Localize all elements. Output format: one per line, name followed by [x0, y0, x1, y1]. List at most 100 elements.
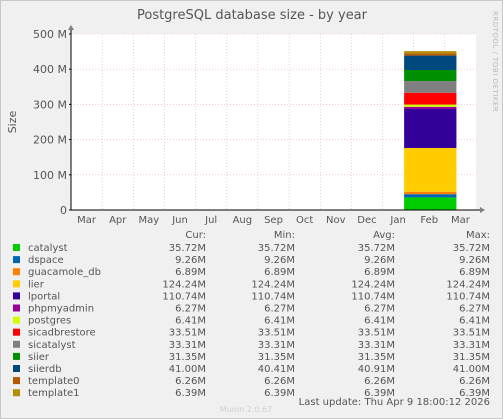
legend-row-postgres: postgres 6.41M 6.41M 6.41M 6.41M	[13, 316, 490, 327]
legend-swatch	[13, 365, 20, 372]
legend-value: 124.24M	[351, 279, 395, 290]
legend-row-sicatalyst: sicatalyst 33.31M 33.31M 33.31M 33.31M	[13, 340, 490, 351]
legend-swatch	[13, 280, 20, 288]
bar-segment-sicatalyst	[404, 81, 457, 93]
legend-value: 6.39M	[459, 388, 490, 399]
legend-swatch	[13, 268, 20, 276]
legend-swatch	[13, 256, 20, 264]
x-tick-label: Mar	[451, 215, 471, 226]
legend-value: 6.89M	[175, 267, 206, 278]
legend-value: 35.72M	[453, 243, 490, 254]
y-tick-label: 100 M	[33, 169, 67, 182]
legend-value: 9.26M	[175, 255, 206, 266]
legend-value: 6.26M	[264, 376, 295, 387]
legend-value: 33.51M	[258, 328, 295, 339]
x-tick-label: Jul	[204, 215, 217, 226]
legend-row-template0: template0 6.26M 6.26M 6.26M 6.26M	[13, 376, 490, 387]
legend-swatch	[13, 377, 20, 385]
legend-value: 124.24M	[446, 279, 490, 290]
legend-row-guacamole_db: guacamole_db 6.89M 6.89M 6.89M 6.89M	[13, 267, 490, 278]
legend-row-siierdb: siierdb 41.00M 40.41M 40.91M 41.00M	[13, 364, 490, 375]
legend-value: 6.39M	[175, 388, 206, 399]
legend-value: 35.72M	[169, 243, 206, 254]
x-tick-labels: Mar Apr May Jun Jul Aug Sep Oct Nov Dec Jan Feb Mar	[77, 215, 471, 226]
legend-value: 9.26M	[264, 255, 295, 266]
legend-column-header: Avg:	[373, 230, 395, 241]
legend-value: 31.35M	[258, 352, 295, 363]
legend-value: 110.74M	[446, 291, 490, 302]
legend-value: 6.41M	[364, 316, 395, 327]
legend-value: 6.41M	[264, 316, 295, 327]
legend-column-header: Max:	[466, 230, 490, 241]
legend-series-name: template0	[28, 376, 80, 387]
legend-series-name: sicadbrestore	[28, 328, 96, 339]
legend-value: 35.72M	[258, 243, 295, 254]
x-tick-label: Jun	[171, 215, 188, 226]
legend-value: 124.24M	[162, 279, 206, 290]
legend-swatch	[13, 389, 20, 397]
legend-swatch	[13, 292, 20, 300]
y-tick-label: 0	[60, 204, 67, 217]
legend-value: 31.35M	[453, 352, 490, 363]
legend-value: 6.89M	[364, 267, 395, 278]
bar-segment-sicadbrestore	[404, 92, 457, 105]
legend-value: 124.24M	[251, 279, 295, 290]
legend-series-name: siier	[28, 352, 50, 363]
legend-value: 9.26M	[459, 255, 490, 266]
bar-segment-dspace	[404, 194, 457, 198]
legend-row-siier: siier 31.35M 31.35M 31.35M 31.35M	[13, 352, 490, 363]
legend-value: 33.31M	[453, 340, 490, 351]
legend-value: 40.91M	[358, 364, 395, 375]
legend-series-name: phpmyadmin	[28, 304, 94, 315]
x-tick-label: Aug	[233, 215, 253, 226]
legend-series-name: template1	[28, 388, 80, 399]
munin-watermark: Munin 2.0.67	[220, 405, 272, 414]
bar-segment-lportal	[404, 109, 457, 149]
legend-value: 41.00M	[453, 364, 490, 375]
legend-series-name: lier	[28, 279, 45, 290]
legend-value: 31.35M	[169, 352, 206, 363]
legend-value: 41.00M	[169, 364, 206, 375]
legend-row-lier: lier 124.24M 124.24M 124.24M 124.24M	[13, 279, 490, 290]
chart-title: PostgreSQL database size - by year	[137, 8, 368, 23]
legend-swatch	[13, 340, 20, 348]
legend-row-phpmyadmin: phpmyadmin 6.27M 6.27M 6.27M 6.27M	[13, 304, 490, 315]
legend-value: 6.27M	[459, 304, 490, 315]
legend-value: 6.26M	[459, 376, 490, 387]
rrdtool-side-label: RRDTOOL / TOBI OETIKER	[491, 11, 499, 112]
legend-value: 31.35M	[358, 352, 395, 363]
x-tick-label: Apr	[109, 215, 127, 226]
legend-value: 6.27M	[175, 304, 206, 315]
legend-value: 6.27M	[364, 304, 395, 315]
x-tick-label: Dec	[357, 215, 376, 226]
x-tick-label: Oct	[296, 215, 313, 226]
x-tick-label: Feb	[420, 215, 438, 226]
bar-segment-lier	[404, 148, 457, 192]
bar-segment-phpmyadmin	[404, 106, 457, 110]
y-tick-label: 200 M	[33, 134, 67, 147]
last-update-label: Last update: Thu Apr 9 18:00:12 2026	[299, 397, 490, 408]
legend-value: 6.41M	[459, 316, 490, 327]
legend-value: 6.26M	[175, 376, 206, 387]
y-tick-labels: 0 100 M 200 M 300 M 400 M 500 M	[33, 28, 71, 217]
legend-value: 35.72M	[358, 243, 395, 254]
legend-value: 6.89M	[459, 267, 490, 278]
x-axis-arrow	[480, 207, 485, 213]
legend-row-dspace: dspace 9.26M 9.26M 9.26M 9.26M	[13, 255, 490, 266]
legend-swatch	[13, 244, 20, 251]
legend-row-catalyst: catalyst 35.72M 35.72M 35.72M 35.72M	[13, 243, 490, 254]
legend-value: 110.74M	[251, 291, 295, 302]
legend-series-name: dspace	[28, 255, 64, 266]
legend-value: 33.31M	[258, 340, 295, 351]
legend-swatch	[13, 352, 20, 360]
x-tick-label: Mar	[77, 215, 97, 226]
legend-swatch	[13, 316, 20, 324]
y-tick-label: 400 M	[33, 63, 67, 76]
legend-value: 6.27M	[264, 304, 295, 315]
plot-axes	[68, 25, 485, 213]
y-axis-label: Size	[6, 110, 19, 133]
x-tick-label: Jan	[389, 215, 405, 226]
legend-value: 33.51M	[358, 328, 395, 339]
